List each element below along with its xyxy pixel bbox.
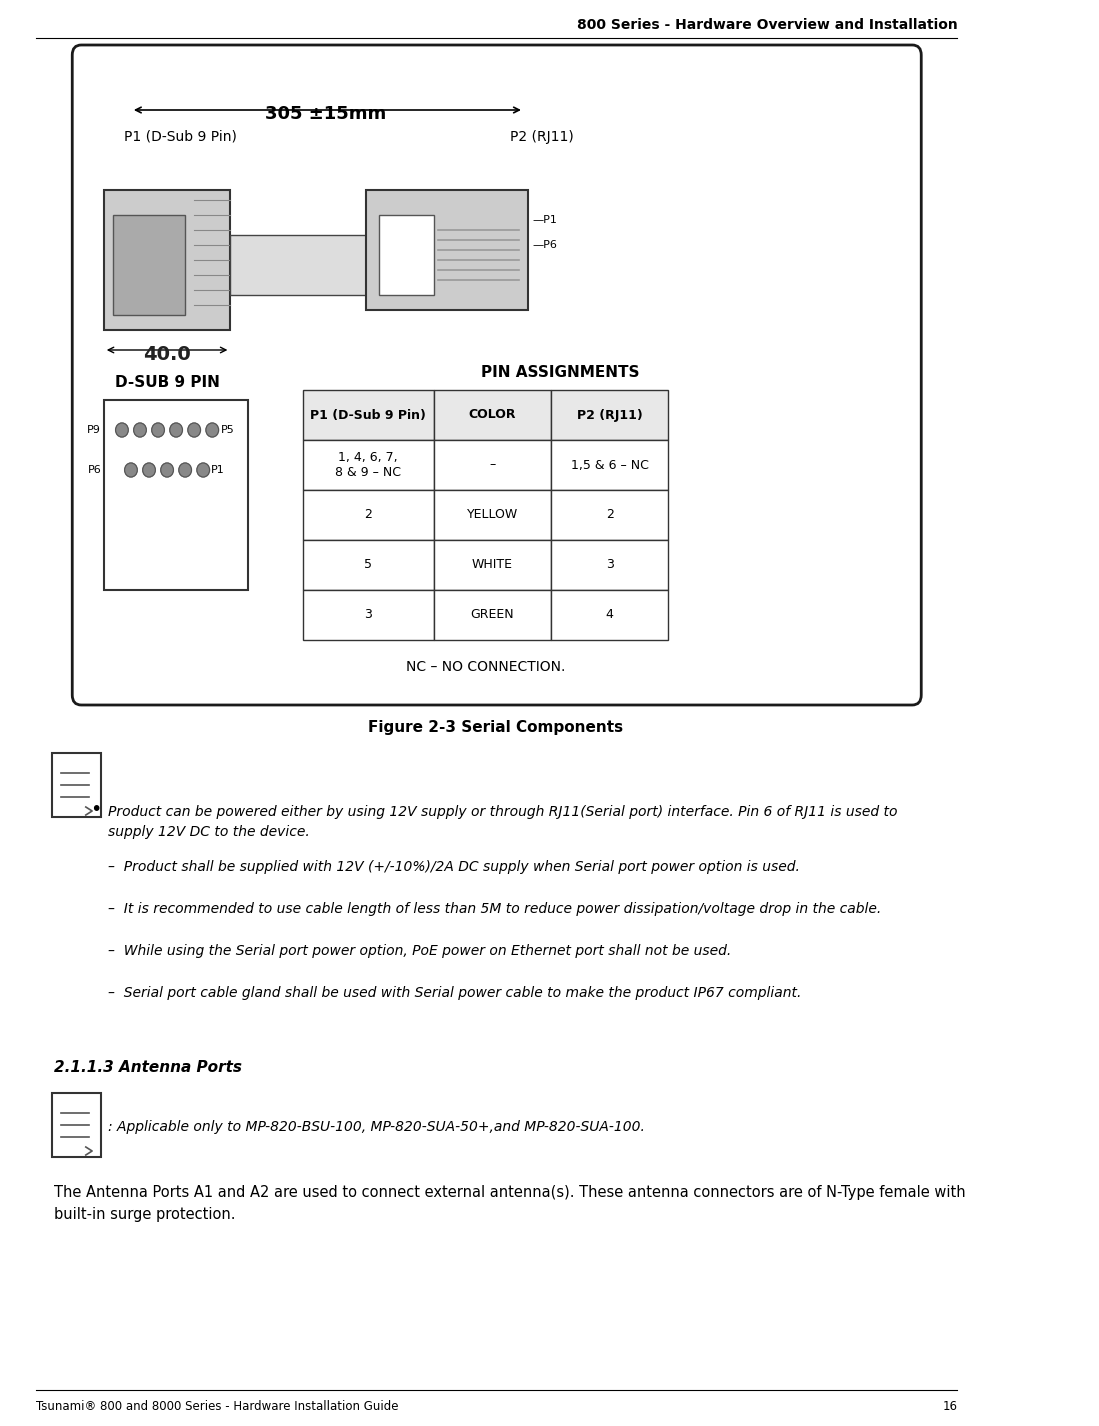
Bar (302, 491, 433, 540)
Text: 3: 3 (606, 559, 613, 572)
Text: COLOR: COLOR (468, 408, 517, 422)
Text: P6: P6 (88, 465, 101, 475)
Text: P9: P9 (87, 425, 101, 435)
Bar (302, 441, 433, 491)
Circle shape (143, 463, 155, 478)
Text: Tsunami® 800 and 8000 Series - Hardware Installation Guide: Tsunami® 800 and 8000 Series - Hardware … (36, 1400, 399, 1413)
Text: —P1: —P1 (533, 215, 558, 225)
Text: 2.1.1.3 Antenna Ports: 2.1.1.3 Antenna Ports (54, 1060, 242, 1075)
Text: –  Serial port cable gland shall be used with Serial power cable to make the pro: – Serial port cable gland shall be used … (109, 985, 802, 1000)
Text: 40.0: 40.0 (143, 345, 191, 364)
Bar (551, 389, 668, 441)
Text: Figure 2-3 Serial Components: Figure 2-3 Serial Components (368, 720, 623, 734)
Text: 3: 3 (364, 609, 371, 622)
Circle shape (115, 424, 129, 436)
Bar (379, 215, 433, 295)
Text: P1 (D-Sub 9 Pin): P1 (D-Sub 9 Pin) (124, 130, 237, 144)
Bar (366, 190, 529, 309)
Text: 5: 5 (364, 559, 373, 572)
Circle shape (206, 424, 219, 436)
Bar (551, 540, 668, 590)
FancyBboxPatch shape (53, 1092, 101, 1156)
Circle shape (134, 424, 146, 436)
Text: Product can be powered either by using 12V supply or through RJ11(Serial port) i: Product can be powered either by using 1… (109, 806, 898, 819)
Bar (104, 190, 231, 329)
Bar (433, 540, 551, 590)
Bar (433, 590, 551, 640)
Text: GREEN: GREEN (470, 609, 514, 622)
Text: YELLOW: YELLOW (467, 509, 518, 522)
Bar (302, 540, 433, 590)
FancyBboxPatch shape (53, 753, 101, 817)
Text: : Applicable only to MP-820-BSU-100, MP-820-SUA-50+,and MP-820-SUA-100.: : Applicable only to MP-820-BSU-100, MP-… (109, 1119, 645, 1134)
Circle shape (188, 424, 200, 436)
Text: PIN ASSIGNMENTS: PIN ASSIGNMENTS (480, 365, 640, 379)
Text: 16: 16 (942, 1400, 957, 1413)
Circle shape (160, 463, 174, 478)
Bar (104, 401, 248, 590)
Text: P2 (RJ11): P2 (RJ11) (577, 408, 643, 422)
Text: •: • (90, 800, 102, 819)
Text: 2: 2 (364, 509, 371, 522)
Text: 4: 4 (606, 609, 613, 622)
Text: –  Product shall be supplied with 12V (+/-10%)/2A DC supply when Serial port pow: – Product shall be supplied with 12V (+/… (109, 860, 800, 874)
Bar (302, 590, 433, 640)
Bar (551, 441, 668, 491)
Text: 2: 2 (606, 509, 613, 522)
Text: 1, 4, 6, 7,
8 & 9 – NC: 1, 4, 6, 7, 8 & 9 – NC (335, 451, 401, 479)
Text: –: – (489, 459, 496, 472)
Text: built-in surge protection.: built-in surge protection. (54, 1206, 235, 1222)
Text: —P6: —P6 (533, 240, 558, 250)
Bar (433, 441, 551, 491)
Circle shape (152, 424, 165, 436)
Text: The Antenna Ports A1 and A2 are used to connect external antenna(s). These anten: The Antenna Ports A1 and A2 are used to … (54, 1185, 966, 1201)
Text: supply 12V DC to the device.: supply 12V DC to the device. (109, 826, 310, 838)
Text: 305 ±15mm: 305 ±15mm (265, 106, 386, 123)
Text: –  It is recommended to use cable length of less than 5M to reduce power dissipa: – It is recommended to use cable length … (109, 903, 881, 915)
Bar (551, 491, 668, 540)
Text: 800 Series - Hardware Overview and Installation: 800 Series - Hardware Overview and Insta… (577, 19, 957, 31)
Text: D-SUB 9 PIN: D-SUB 9 PIN (114, 375, 220, 389)
Text: NC – NO CONNECTION.: NC – NO CONNECTION. (406, 660, 565, 674)
Text: P1: P1 (211, 465, 225, 475)
Circle shape (170, 424, 182, 436)
Circle shape (124, 463, 137, 478)
Text: 1,5 & 6 – NC: 1,5 & 6 – NC (570, 459, 648, 472)
Text: P5: P5 (221, 425, 234, 435)
Circle shape (197, 463, 210, 478)
Bar (113, 215, 185, 315)
Bar (433, 389, 551, 441)
Text: WHITE: WHITE (471, 559, 513, 572)
Text: P1 (D-Sub 9 Pin): P1 (D-Sub 9 Pin) (310, 408, 426, 422)
FancyBboxPatch shape (73, 46, 921, 704)
Bar (551, 590, 668, 640)
Text: P2 (RJ11): P2 (RJ11) (510, 130, 574, 144)
Bar (433, 491, 551, 540)
Bar (231, 235, 366, 295)
Text: –  While using the Serial port power option, PoE power on Ethernet port shall no: – While using the Serial port power opti… (109, 944, 732, 958)
Bar (302, 389, 433, 441)
Circle shape (179, 463, 191, 478)
